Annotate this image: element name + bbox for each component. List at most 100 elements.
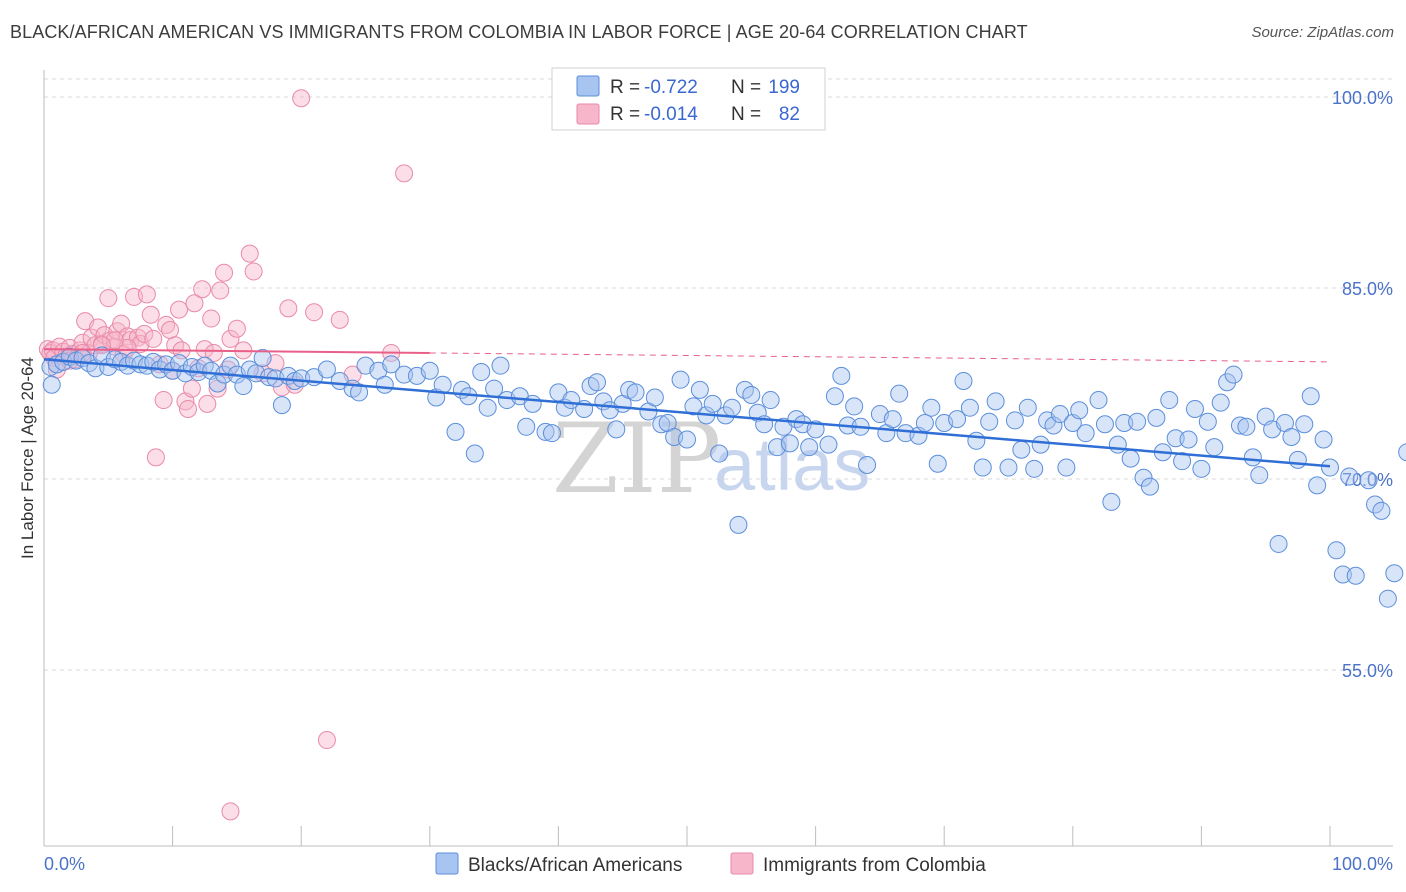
blue-point: [1128, 412, 1147, 431]
pink-point: [179, 399, 198, 418]
blue-point: [465, 444, 484, 463]
blue-point: [723, 398, 742, 417]
blue-point: [234, 377, 253, 396]
series-legend: Blacks/African Americans Immigrants from…: [435, 852, 986, 876]
blue-point: [1301, 387, 1320, 406]
blue-point: [1179, 430, 1198, 449]
bottom-legend-blue-label: Blacks/African Americans: [468, 855, 682, 876]
pink-point: [185, 294, 204, 313]
blue-point: [960, 398, 979, 417]
pink-point: [193, 280, 212, 299]
blue-point: [684, 397, 703, 416]
blue-point: [1346, 566, 1365, 585]
blue-point: [1050, 405, 1069, 424]
blue-point: [729, 515, 748, 534]
pink-point: [204, 343, 223, 362]
blue-point: [742, 385, 761, 404]
pink-point: [221, 802, 240, 821]
blue-point: [845, 397, 864, 416]
blue-point: [1076, 424, 1095, 443]
blue-point: [1025, 459, 1044, 478]
blue-point: [1185, 399, 1204, 418]
blue-point: [1327, 541, 1346, 560]
blue-point: [1012, 440, 1031, 459]
blue-point: [1108, 435, 1127, 454]
pink-point: [330, 310, 349, 329]
blue-point: [1230, 416, 1249, 435]
blue-point: [395, 365, 414, 384]
blue-point: [1005, 411, 1024, 430]
blue-point: [858, 455, 877, 474]
bottom-legend-blue-swatch: [435, 852, 459, 875]
blue-point: [690, 380, 709, 399]
blue-point: [272, 396, 291, 415]
blue-point: [536, 422, 555, 441]
blue-point: [1044, 416, 1063, 435]
blue-point: [491, 356, 510, 375]
blue-point: [999, 458, 1018, 477]
blue-point: [1173, 452, 1192, 471]
blue-point: [1134, 468, 1153, 487]
blue-point: [292, 369, 311, 388]
blue-point: [967, 431, 986, 450]
blue-point: [832, 366, 851, 385]
blue-point: [253, 349, 272, 368]
blue-point: [626, 383, 645, 402]
blue-point: [478, 398, 497, 417]
blue-point: [883, 410, 902, 429]
pink-trend-extension: [429, 352, 1331, 363]
blue-point: [780, 434, 799, 453]
y-tick-label: 85.0%: [1342, 279, 1393, 299]
blue-point: [1147, 408, 1166, 427]
blue-point: [542, 424, 561, 443]
legend-pink-swatch: [576, 103, 600, 125]
bottom-legend-pink-label: Immigrants from Colombia: [763, 855, 986, 876]
blue-point: [42, 375, 61, 394]
pink-point: [221, 329, 240, 348]
blue-point: [928, 454, 947, 473]
blue-point: [523, 394, 542, 413]
blue-point: [819, 435, 838, 454]
blue-trend-line: [43, 358, 1331, 468]
source-label: Source: ZipAtlas.com: [1251, 24, 1394, 41]
pink-trend-line: [43, 348, 430, 354]
blue-point: [1366, 495, 1385, 514]
blue-point: [800, 438, 819, 457]
legend-pink-n-value: 82: [779, 104, 800, 125]
blue-point: [1031, 435, 1050, 454]
blue-point: [1140, 477, 1159, 496]
blue-point: [922, 398, 941, 417]
pink-point: [227, 319, 246, 338]
blue-point: [1243, 448, 1262, 467]
blue-point: [607, 420, 626, 439]
legend-blue-n-value: 199: [768, 77, 800, 98]
blue-point: [761, 391, 780, 410]
blue-point: [1269, 534, 1288, 553]
blue-point: [980, 412, 999, 431]
pink-point: [215, 263, 234, 282]
blue-point: [652, 415, 671, 434]
blue-point: [1321, 458, 1339, 477]
pink-point: [211, 281, 230, 300]
blue-point: [420, 361, 439, 380]
blue-point: [1121, 449, 1140, 468]
blue-point: [1282, 427, 1301, 446]
pink-point: [99, 289, 118, 308]
pink-point: [202, 309, 221, 328]
y-tick-label: 70.0%: [1342, 470, 1393, 490]
blue-point: [890, 384, 909, 403]
blue-point: [678, 430, 696, 449]
blue-point: [1198, 412, 1217, 431]
blue-point: [1378, 589, 1397, 608]
blue-point: [1340, 467, 1359, 486]
blue-point: [587, 373, 606, 392]
pink-point: [154, 391, 173, 410]
legend-blue-n-label: N =: [731, 77, 761, 98]
blue-point: [382, 355, 401, 374]
blue-point: [748, 403, 767, 422]
blue-point: [1218, 373, 1237, 392]
blue-point: [1250, 466, 1269, 485]
blue-point: [1385, 564, 1404, 583]
blue-point: [1333, 565, 1352, 584]
